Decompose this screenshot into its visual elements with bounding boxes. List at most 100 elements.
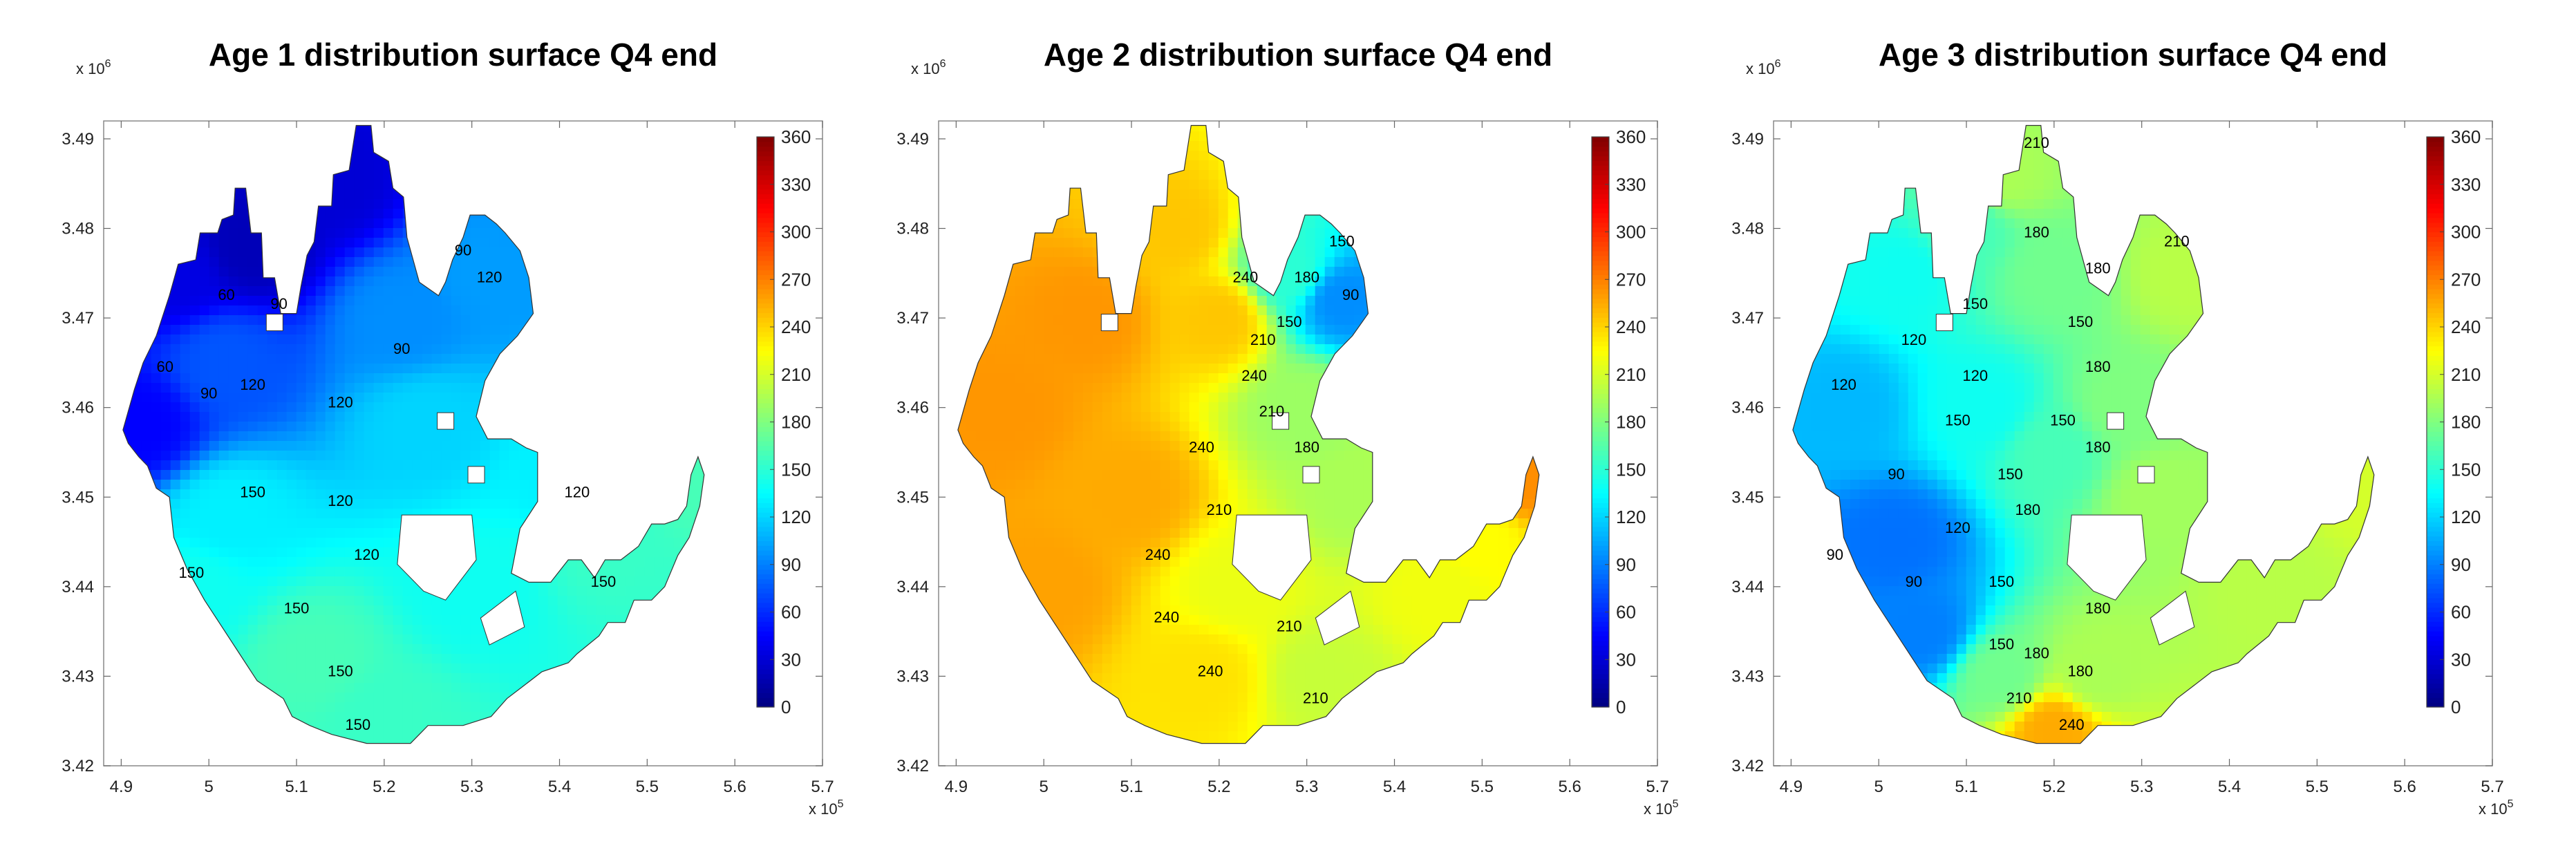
- surface-cell: [1228, 131, 1239, 142]
- surface-cell: [451, 393, 462, 403]
- surface-cell: [305, 247, 317, 258]
- surface-cell: [499, 576, 510, 587]
- surface-cell: [151, 305, 162, 316]
- surface-cell: [518, 315, 529, 326]
- surface-cell: [141, 151, 152, 161]
- surface-cell: [325, 364, 336, 374]
- surface-cell: [267, 712, 278, 722]
- surface-cell: [276, 489, 288, 500]
- surface-cell: [267, 654, 278, 664]
- surface-cell: [470, 702, 481, 713]
- surface-cell: [209, 557, 220, 567]
- surface-cell: [131, 267, 142, 277]
- surface-cell: [567, 625, 578, 635]
- surface-cell: [489, 180, 500, 190]
- surface-cell: [470, 489, 481, 500]
- surface-cell: [460, 315, 471, 326]
- surface-cell: [122, 412, 133, 422]
- surface-cell: [160, 722, 171, 732]
- surface-cell: [228, 615, 239, 625]
- colorbar-segment: [757, 137, 774, 142]
- surface-cell: [451, 325, 462, 335]
- surface-cell: [518, 518, 529, 529]
- surface-cell: [1005, 180, 1016, 190]
- surface-cell: [160, 693, 171, 703]
- surface-cell: [267, 393, 278, 403]
- surface-cell: [151, 315, 162, 326]
- surface-cell: [654, 276, 665, 287]
- surface-cell: [113, 528, 123, 538]
- surface-cell: [431, 702, 442, 713]
- surface-cell: [257, 634, 268, 645]
- surface-cell: [189, 654, 200, 664]
- surface-cell: [402, 702, 413, 713]
- surface-cell: [615, 354, 626, 364]
- surface-cell: [364, 286, 375, 296]
- surface-cell: [151, 228, 162, 238]
- surface-cell: [625, 305, 636, 316]
- surface-cell: [393, 470, 404, 480]
- surface-cell: [489, 393, 500, 403]
- surface-cell: [267, 286, 278, 296]
- surface-cell: [509, 383, 520, 393]
- surface-cell: [383, 141, 394, 151]
- surface-cell: [335, 160, 346, 171]
- surface-cell: [615, 209, 626, 219]
- surface-cell: [557, 276, 568, 287]
- surface-cell: [586, 412, 597, 422]
- surface-cell: [257, 131, 268, 142]
- surface-cell: [644, 238, 655, 248]
- surface-cell: [499, 499, 510, 509]
- surface-cell: [247, 576, 258, 587]
- surface-cell: [1131, 151, 1142, 161]
- colorbar-tick-label: 180: [781, 412, 811, 433]
- surface-cell: [713, 683, 723, 693]
- surface-cell: [131, 480, 142, 490]
- surface-cell: [528, 605, 539, 616]
- surface-cell: [538, 199, 549, 209]
- surface-cell: [402, 335, 413, 345]
- surface-cell: [966, 151, 977, 161]
- surface-cell: [538, 180, 549, 190]
- surface-cell: [702, 702, 704, 713]
- surface-cell: [209, 528, 220, 538]
- surface-cell: [131, 286, 142, 296]
- surface-cell: [238, 325, 249, 335]
- surface-cell: [518, 383, 529, 393]
- surface-cell: [422, 712, 433, 722]
- surface-cell: [480, 693, 491, 703]
- surface-cell: [605, 335, 617, 345]
- surface-cell: [228, 625, 239, 635]
- surface-cell: [364, 218, 375, 229]
- surface-cell: [596, 663, 607, 674]
- surface-cell: [383, 731, 394, 742]
- surface-cell: [354, 673, 365, 684]
- surface-cell: [160, 460, 171, 471]
- surface-cell: [113, 663, 123, 674]
- surface-cell: [441, 702, 452, 713]
- surface-cell: [325, 528, 336, 538]
- surface-cell: [567, 576, 578, 587]
- surface-cell: [257, 722, 268, 732]
- surface-cell: [305, 741, 317, 744]
- surface-cell: [509, 470, 520, 480]
- surface-cell: [644, 354, 655, 364]
- surface-cell: [189, 722, 200, 732]
- surface-cell: [141, 741, 152, 744]
- surface-cell: [480, 296, 491, 306]
- surface-cell: [402, 189, 413, 200]
- surface-cell: [335, 364, 346, 374]
- surface-cell: [702, 557, 704, 567]
- surface-cell: [509, 267, 520, 277]
- surface-cell: [373, 189, 384, 200]
- surface-cell: [305, 712, 317, 722]
- surface-cell: [596, 160, 607, 171]
- surface-cell: [499, 151, 510, 161]
- surface-cell: [509, 441, 520, 451]
- surface-cell: [344, 441, 355, 451]
- surface-cell: [218, 402, 229, 413]
- surface-cell: [305, 499, 317, 509]
- surface-cell: [509, 276, 520, 287]
- surface-cell: [286, 509, 297, 519]
- surface-cell: [673, 141, 684, 151]
